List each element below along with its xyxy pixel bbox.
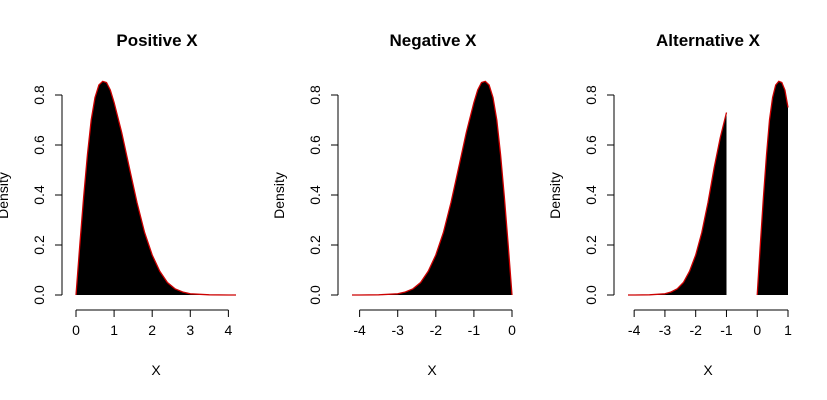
density-curve [352,80,513,296]
x-tick-label: 0 [753,322,761,338]
x-tick-label: 0 [72,322,80,338]
x-tick-label: 0 [508,322,516,338]
x-tick-label: -4 [628,322,641,338]
chart-title: Positive X [116,31,198,50]
density-area [757,81,788,295]
y-axis-label: Density [0,172,11,219]
x-tick-label: -3 [659,322,672,338]
y-tick-label: 0.4 [583,185,599,205]
y-tick-label: 0.8 [307,85,323,105]
x-tick-label: -1 [468,322,481,338]
y-tick-label: 0.0 [307,285,323,305]
x-tick-label: 2 [148,322,156,338]
chart-title: Alternative X [656,31,761,50]
x-tick-label: -3 [391,322,404,338]
y-tick-label: 0.2 [583,235,599,255]
x-tick-label: 1 [784,322,792,338]
chart-panel: Positive X 0 1 2 3 4 X 0.0 0.2 0.4 0.6 0.8 Density [0,31,236,378]
x-tick-label: -1 [720,322,733,338]
x-axis-label: X [151,362,161,378]
y-tick-label: 0.0 [583,285,599,305]
chart-panel: Alternative X -4 -3 -2 -1 0 1 X 0.0 0.2 0.4 0.6 0.8 D… [547,31,792,378]
y-tick-label: 0.0 [31,285,47,305]
y-tick-label: 0.6 [583,135,599,155]
x-tick-label: -2 [430,322,443,338]
density-curve [75,80,236,296]
y-tick-label: 0.6 [307,135,323,155]
density-curve [756,80,789,296]
y-axis-label: Density [547,172,563,219]
x-axis-label: X [427,362,437,378]
y-tick-label: 0.6 [31,135,47,155]
y-tick-label: 0.4 [31,185,47,205]
y-tick-label: 0.2 [31,235,47,255]
chart-title: Negative X [390,31,478,50]
x-tick-label: -4 [353,322,366,338]
y-tick-label: 0.4 [307,185,323,205]
density-area [352,81,512,295]
density-area [76,81,236,295]
y-tick-label: 0.8 [31,85,47,105]
density-curve [628,112,728,296]
y-axis-label: Density [271,172,287,219]
x-tick-label: -2 [689,322,702,338]
x-tick-label: 4 [224,322,232,338]
y-tick-label: 0.2 [307,235,323,255]
x-axis-label: X [703,362,713,378]
x-tick-label: 3 [186,322,194,338]
x-tick-label: 1 [110,322,118,338]
density-area [628,112,727,295]
chart-panel: Negative X -4 -3 -2 -1 0 X 0.0 0.2 0.4 0.6 0.8 Densi… [271,31,516,378]
y-tick-label: 0.8 [583,85,599,105]
